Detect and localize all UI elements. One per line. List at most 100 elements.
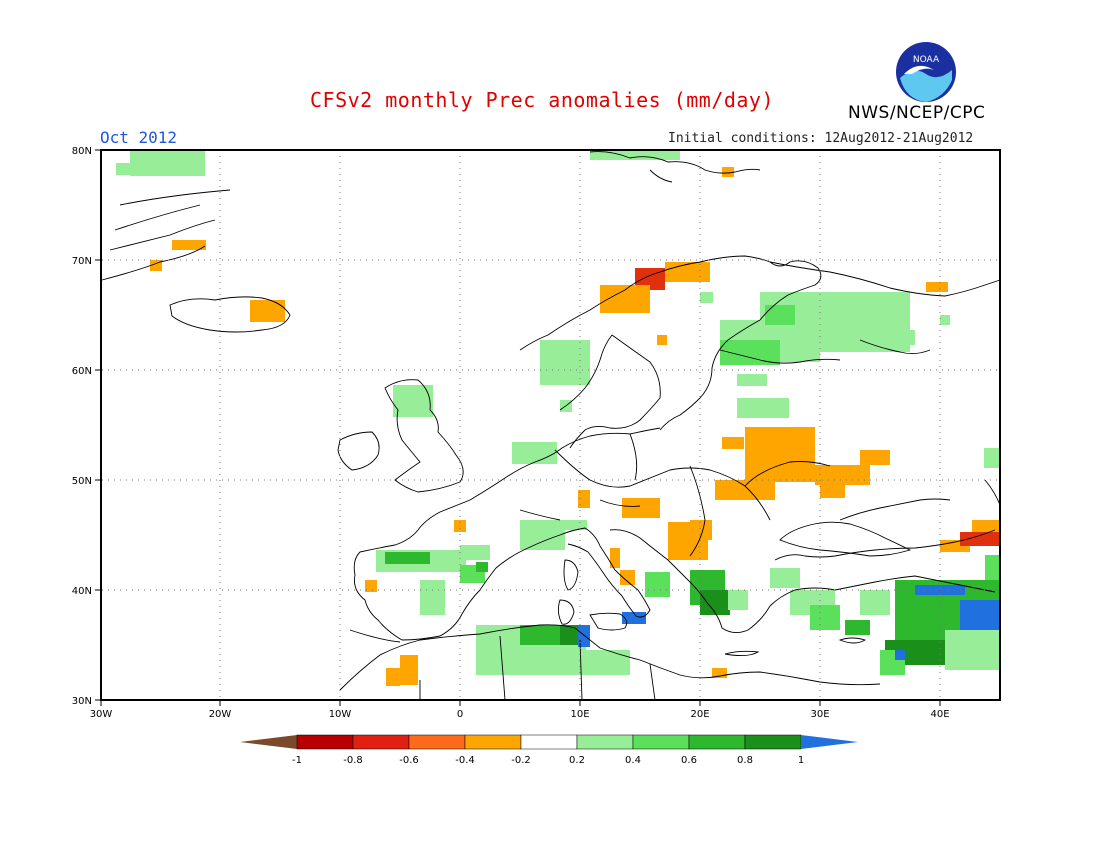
lat-label-40n: 40N xyxy=(72,586,92,597)
colorbar xyxy=(240,734,858,750)
colorbar-tick-label: -0.8 xyxy=(343,755,363,766)
lon-label-40e: 40E xyxy=(930,709,949,720)
colorbar-bin-6 xyxy=(576,734,634,750)
anomaly-cell xyxy=(610,548,620,568)
colorbar-tick-label: 0.4 xyxy=(625,755,641,766)
anomaly-cell xyxy=(715,480,775,500)
colorbar-tick-label: 0.8 xyxy=(737,755,753,766)
anomaly-cell xyxy=(386,668,400,686)
anomaly-cell xyxy=(454,520,466,532)
anomaly-cell xyxy=(712,668,727,678)
anomaly-cell xyxy=(130,150,205,176)
anomaly-cell xyxy=(578,490,590,508)
anomaly-cell xyxy=(765,305,795,325)
anomaly-cell xyxy=(810,605,840,630)
anomaly-cell xyxy=(737,398,789,418)
anomaly-cell xyxy=(722,167,734,177)
anomaly-cell xyxy=(960,532,1000,546)
anomaly-cell xyxy=(645,572,670,597)
anomaly-cell xyxy=(860,590,890,615)
axis-ticks xyxy=(95,149,941,706)
anomaly-cells xyxy=(116,150,1000,686)
anomaly-cell xyxy=(116,163,136,175)
coastlines xyxy=(101,151,1001,701)
svg-text:NOAA: NOAA xyxy=(913,55,940,65)
colorbar-tick-label: -0.4 xyxy=(455,755,475,766)
colorbar-tick-label: -0.6 xyxy=(399,755,419,766)
anomaly-cell xyxy=(900,330,915,345)
agency-label: NWS/NCEP/CPC xyxy=(848,103,986,123)
lon-label-30w: 30W xyxy=(90,709,113,720)
lat-label-80n: 80N xyxy=(72,146,92,157)
noaa-logo-icon: NOAA xyxy=(896,42,956,102)
anomaly-cell xyxy=(895,650,905,660)
lat-label-70n: 70N xyxy=(72,256,92,267)
anomaly-cell xyxy=(150,260,162,271)
anomaly-cell xyxy=(972,520,1000,532)
anomaly-cell xyxy=(580,650,630,675)
colorbar-high-arrow xyxy=(801,735,858,749)
anomaly-cell xyxy=(722,437,744,449)
lon-label-30e: 30E xyxy=(810,709,829,720)
anomaly-cell xyxy=(250,300,285,322)
anomaly-cell xyxy=(476,562,488,572)
anomaly-cell xyxy=(985,555,1000,580)
colorbar-tick-label: -1 xyxy=(292,755,302,766)
initial-conditions-label: Initial conditions: 12Aug2012-21Aug2012 xyxy=(668,131,974,146)
anomaly-cell xyxy=(400,655,418,685)
anomaly-cell xyxy=(620,570,635,585)
anomaly-cell xyxy=(460,545,490,560)
colorbar-bin-9 xyxy=(744,734,802,750)
colorbar-tick-label: -0.2 xyxy=(511,755,531,766)
lon-label-0: 0 xyxy=(457,709,463,720)
anomaly-cell xyxy=(512,442,557,464)
anomaly-cell xyxy=(393,385,433,417)
anomaly-cell xyxy=(820,480,845,498)
anomaly-cell xyxy=(622,498,660,518)
anomaly-cell xyxy=(665,262,710,282)
colorbar-tick-label: 0.2 xyxy=(569,755,585,766)
anomaly-cell xyxy=(657,335,667,345)
anomaly-cell xyxy=(770,568,800,588)
anomaly-cell xyxy=(915,585,965,595)
forecast-month: Oct 2012 xyxy=(100,128,178,147)
colorbar-tick-label: 0.6 xyxy=(681,755,697,766)
lon-label-20w: 20W xyxy=(209,709,232,720)
anomaly-cell xyxy=(420,580,445,615)
colorbar-bin-5 xyxy=(520,734,578,750)
anomaly-cell xyxy=(172,240,206,250)
anomaly-cell xyxy=(655,150,680,158)
anomaly-cell xyxy=(635,268,665,290)
anomaly-cell xyxy=(845,620,870,635)
anomaly-cell xyxy=(540,340,590,385)
anomaly-cell xyxy=(590,150,680,160)
colorbar-tick-label: 1 xyxy=(798,755,804,766)
anomaly-cell xyxy=(820,292,910,352)
colorbar-bin-7 xyxy=(632,734,690,750)
map-frame xyxy=(100,149,1001,701)
lon-label-20e: 20E xyxy=(690,709,709,720)
anomaly-cell xyxy=(745,427,815,482)
anomaly-cell xyxy=(622,612,646,624)
map-title: CFSv2 monthly Prec anomalies (mm/day) xyxy=(310,88,775,112)
anomaly-cell xyxy=(578,625,590,647)
anomaly-cell xyxy=(984,448,1000,468)
anomaly-cell xyxy=(700,292,713,303)
anomaly-cell xyxy=(945,630,1000,670)
anomaly-cell xyxy=(960,600,1000,630)
lon-label-10w: 10W xyxy=(329,709,352,720)
lat-label-60n: 60N xyxy=(72,366,92,377)
anomaly-cell xyxy=(385,552,430,564)
lat-label-50n: 50N xyxy=(72,476,92,487)
colorbar-bin-2 xyxy=(352,734,410,750)
lon-label-10e: 10E xyxy=(570,709,589,720)
anomaly-cell xyxy=(926,282,948,292)
colorbar-bin-1 xyxy=(296,734,354,750)
colorbar-low-arrow xyxy=(240,735,297,749)
anomaly-cell xyxy=(728,590,748,610)
anomaly-cell xyxy=(860,450,890,465)
graticule xyxy=(102,150,1000,700)
colorbar-bin-3 xyxy=(408,734,466,750)
anomaly-cell xyxy=(520,520,565,550)
anomaly-cell xyxy=(365,580,377,592)
